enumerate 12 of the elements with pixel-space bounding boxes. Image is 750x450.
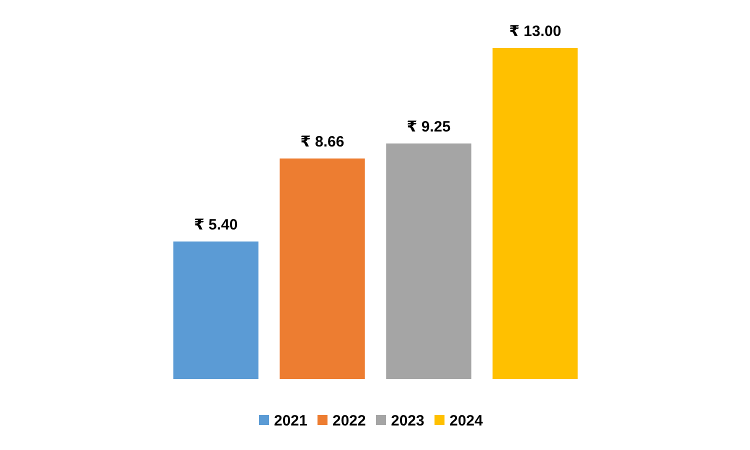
legend-label: 2021	[274, 412, 308, 430]
data-label: ₹ 5.40	[194, 216, 238, 234]
bar	[492, 48, 578, 379]
data-label: ₹ 9.25	[406, 118, 451, 136]
bar	[280, 158, 365, 379]
legend-label: 2024	[450, 412, 484, 430]
data-label: ₹ 13.00	[509, 23, 562, 40]
legend-label: 2022	[332, 412, 366, 430]
bar	[173, 242, 258, 379]
bar	[386, 143, 472, 379]
legend-label: 2023	[391, 412, 424, 430]
data-label: ₹ 8.66	[300, 134, 344, 151]
